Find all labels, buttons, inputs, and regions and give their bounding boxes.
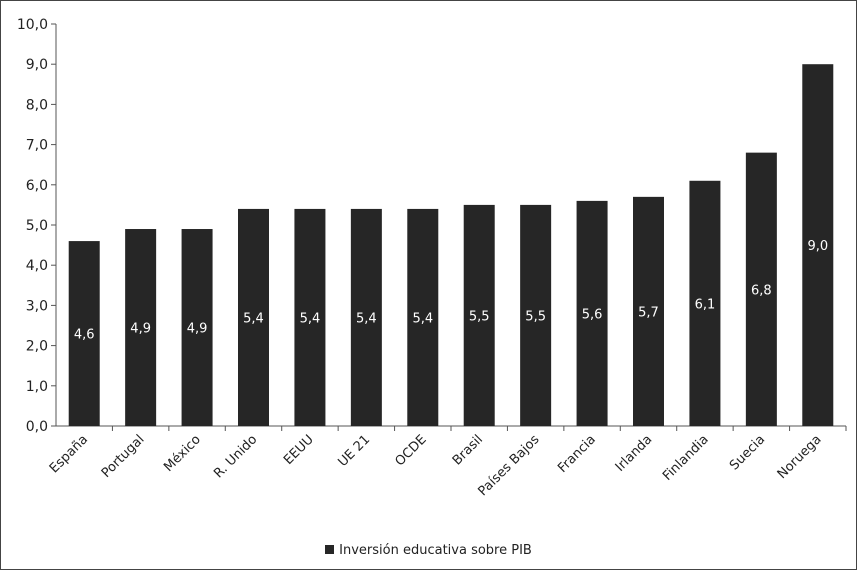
bar <box>520 204 552 426</box>
x-category-label: Portugal <box>99 432 148 481</box>
x-category-label: Finlandia <box>660 432 712 484</box>
x-category-label: EEUU <box>281 432 317 468</box>
bar <box>294 208 326 426</box>
x-category-label: Francia <box>555 432 599 476</box>
data-label: 5,7 <box>638 305 659 320</box>
bar <box>633 196 664 426</box>
x-category-label: R. Unido <box>211 432 260 481</box>
y-tick-label: 7,0 <box>26 138 48 154</box>
y-tick-label: 8,0 <box>26 97 48 113</box>
y-tick-label: 1,0 <box>26 379 48 395</box>
legend-swatch <box>325 545 335 554</box>
x-category-label: OCDE <box>392 432 429 469</box>
bar <box>238 208 269 426</box>
y-tick-label: 4,0 <box>26 258 48 274</box>
data-label: 5,5 <box>525 309 546 324</box>
data-label: 5,4 <box>412 311 433 326</box>
x-category-label: UE 21 <box>335 432 373 470</box>
data-label: 5,6 <box>582 307 603 322</box>
y-tick-label: 6,0 <box>26 178 48 194</box>
x-category-label: México <box>161 432 204 475</box>
legend: Inversión educativa sobre PIB <box>0 543 857 558</box>
bar <box>407 208 439 426</box>
data-label: 4,6 <box>74 328 95 343</box>
x-category-label: Irlanda <box>613 432 656 475</box>
data-label: 4,9 <box>187 322 208 337</box>
bar <box>68 241 100 426</box>
bar <box>125 229 157 426</box>
y-tick-label: 0,0 <box>26 419 48 435</box>
y-tick-label: 5,0 <box>26 218 48 234</box>
y-tick-label: 2,0 <box>26 339 48 355</box>
bar <box>745 152 777 426</box>
x-category-label: Brasil <box>450 432 486 468</box>
data-label: 5,5 <box>469 309 490 324</box>
y-tick-label: 10,0 <box>17 17 48 33</box>
x-category-label: Noruega <box>775 432 825 482</box>
bar <box>802 64 834 426</box>
data-label: 6,1 <box>695 297 716 312</box>
bar <box>463 204 495 426</box>
data-label: 5,4 <box>300 311 321 326</box>
bar <box>181 229 213 426</box>
data-label: 4,9 <box>130 322 151 337</box>
data-label: 5,4 <box>356 311 377 326</box>
x-category-label: Suecia <box>727 432 768 473</box>
x-category-label: España <box>47 432 91 476</box>
x-category-label: Países Bajos <box>475 432 542 499</box>
bar <box>576 200 608 426</box>
data-label: 9,0 <box>807 239 828 254</box>
legend-label: Inversión educativa sobre PIB <box>339 543 532 558</box>
data-label: 6,8 <box>751 283 772 298</box>
y-tick-label: 9,0 <box>26 57 48 73</box>
data-label: 5,4 <box>243 311 264 326</box>
bar <box>350 208 382 426</box>
y-tick-label: 3,0 <box>26 298 48 314</box>
bar <box>689 180 721 426</box>
